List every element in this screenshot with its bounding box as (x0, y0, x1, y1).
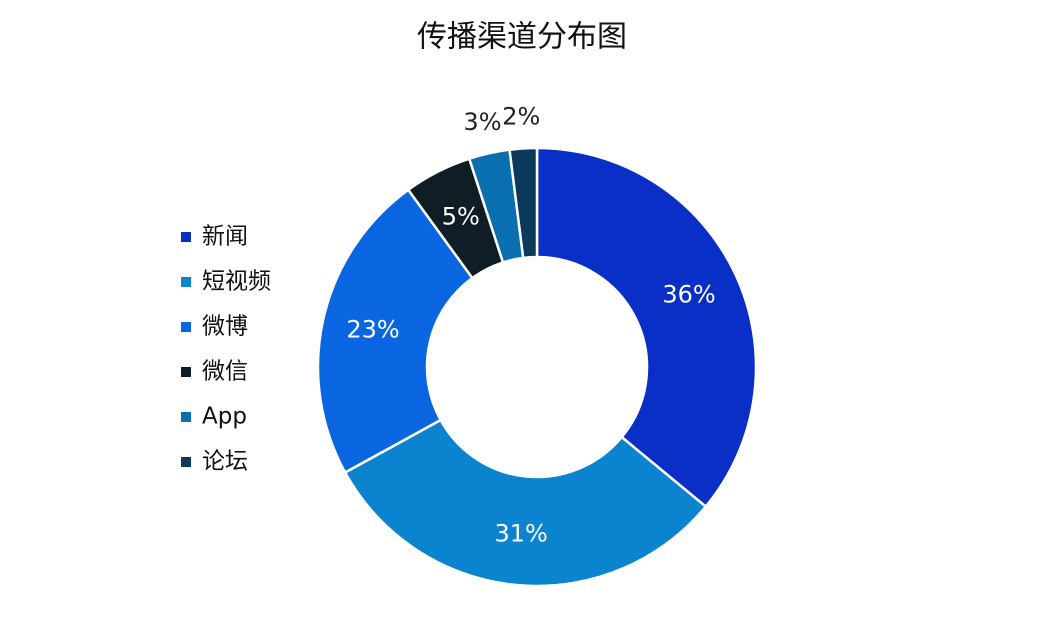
data-label: 3% (463, 108, 501, 136)
data-label: 31% (495, 519, 548, 547)
legend-label: 新闻 (202, 224, 248, 250)
data-label: 2% (502, 102, 540, 130)
legend-swatch (181, 367, 191, 377)
legend-label: 短视频 (202, 269, 271, 295)
legend-label: App (202, 404, 247, 430)
data-label: 23% (346, 315, 399, 343)
donut-segment (343, 418, 708, 588)
donut-segment (535, 146, 758, 509)
legend-label: 微信 (202, 359, 248, 385)
donut-segment (316, 188, 475, 475)
legend-label: 微博 (202, 314, 248, 340)
legend-swatch (181, 412, 191, 422)
data-label: 36% (662, 280, 715, 308)
legend-swatch (181, 277, 191, 287)
legend-swatch (181, 232, 191, 242)
chart-title: 传播渠道分布图 (417, 20, 627, 55)
data-label: 5% (442, 202, 480, 230)
donut-segment (508, 146, 539, 260)
legend-swatch (181, 457, 191, 467)
legend-swatch (181, 322, 191, 332)
legend-label: 论坛 (202, 449, 248, 475)
